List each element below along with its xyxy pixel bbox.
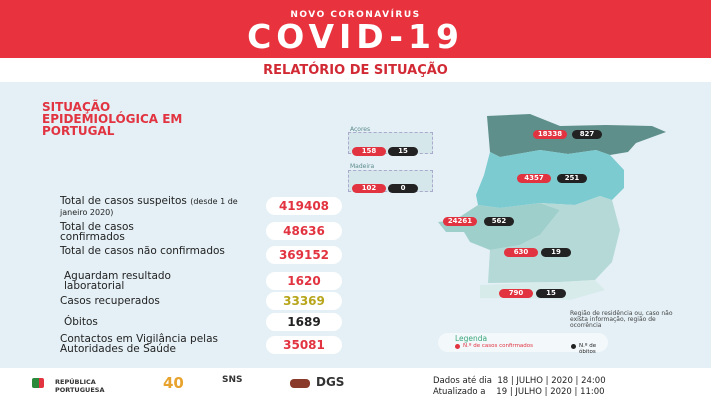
stat-label-recovered: Casos recuperados [60,295,160,307]
legend-deaths: N.º de óbitos [579,343,597,355]
region-alentejo [488,196,620,283]
norte-deaths: 827 [572,130,602,139]
alentejo-cases: 630 [504,248,538,257]
region-lvt [438,203,560,250]
azores-deaths: 15 [388,147,418,156]
stat-label-suspected: Total de casos suspeitos (desde 1 de jan… [60,195,238,217]
subtitle: NOVO CORONAVÍRUS [290,10,421,20]
stat-value-not-confirmed: 369152 [266,246,342,264]
section-title: SITUAÇÃO EPIDEMIOLÓGICA EM PORTUGAL [42,100,183,138]
norte-cases: 18338 [533,130,567,139]
legend: Legenda N.º de casos confirmados N.º de … [438,333,608,355]
dgs-emblem-icon [290,379,310,388]
stat-value-recovered: 33369 [266,292,342,310]
map-note: Região de residência ou, caso não exista… [570,310,673,329]
deaths-dot-icon [571,344,576,349]
republic-flag-icon [32,378,44,388]
logo-sns: SNS [222,375,243,385]
stat-value-deaths: 1689 [266,313,342,331]
main-title: COVID-19 [247,17,464,56]
algarve-deaths: 15 [536,289,566,298]
centro-cases: 4357 [517,174,551,183]
algarve-cases: 790 [499,289,533,298]
inset-label-madeira: Madeira [350,163,375,170]
stat-label-contacts: Contactos em Vigilância pelas Autoridade… [60,333,218,355]
report-dates: Dados até dia 18 | JULHO | 2020 | 24:00 … [433,376,606,398]
header: NOVO CORONAVÍRUS COVID-19 [0,0,711,58]
data-date: Dados até dia 18 | JULHO | 2020 | 24:00 [433,376,606,386]
centro-deaths: 251 [557,174,587,183]
lvt-deaths: 562 [484,217,514,226]
stat-label-confirmed: Total de casos confirmados [60,221,134,243]
azores-cases: 158 [352,147,386,156]
alentejo-deaths: 19 [541,248,571,257]
lvt-cases: 24261 [443,217,477,226]
logo-dgs: DGS [316,375,345,389]
logo-40: 40 [163,374,184,392]
stat-value-suspected: 419408 [266,197,342,215]
stat-value-awaiting: 1620 [266,272,342,290]
stat-value-confirmed: 48636 [266,222,342,240]
update-date: Atualizado a 19 | JULHO | 2020 | 11:00 [433,387,605,397]
legend-title: Legenda [455,334,488,343]
stat-value-contacts: 35081 [266,336,342,354]
madeira-deaths: 0 [388,184,418,193]
madeira-cases: 102 [352,184,386,193]
inset-label-azores: Açores [350,126,371,133]
logo-republica: REPÚBLICA PORTUGUESA [55,378,105,394]
cases-dot-icon [455,344,460,349]
report-title: RELATÓRIO DE SITUAÇÃO [263,63,448,78]
stat-label-not-confirmed: Total de casos não confirmados [60,245,225,257]
stat-label-awaiting: Aguardam resultado laboratorial [64,270,171,292]
footer: REPÚBLICA PORTUGUESA 40 SNS DGS Dados at… [0,370,711,400]
legend-cases: N.º de casos confirmados [463,343,534,349]
stat-label-deaths: Óbitos [64,316,98,328]
